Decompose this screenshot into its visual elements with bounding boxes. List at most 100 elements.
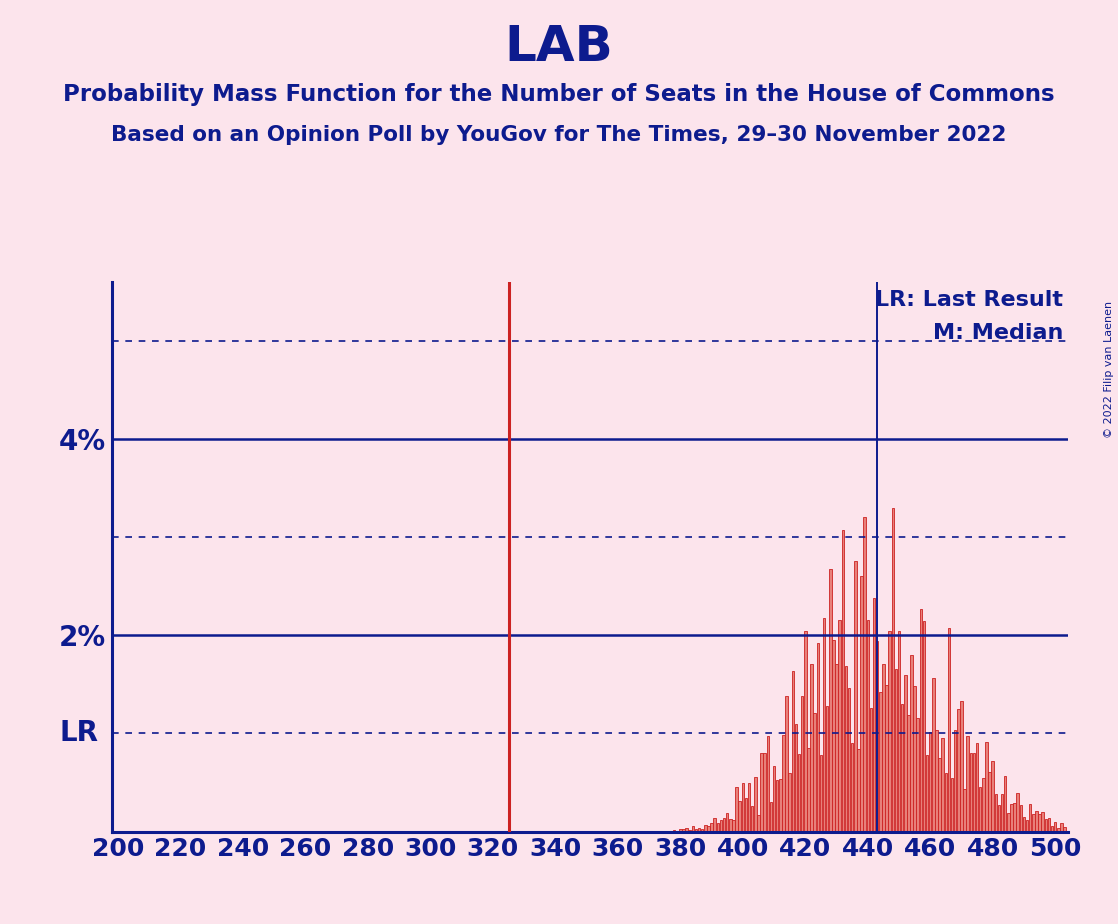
Bar (832, 640, 835, 832)
Bar (847, 688, 851, 832)
Bar (754, 776, 757, 832)
Bar (816, 643, 819, 832)
Bar (792, 671, 794, 832)
Bar (1048, 818, 1050, 832)
Bar (1058, 828, 1060, 832)
Bar (682, 830, 684, 832)
Bar (936, 730, 938, 832)
Bar (951, 778, 954, 832)
Bar (720, 821, 722, 832)
Bar (1063, 827, 1065, 832)
Bar (889, 630, 891, 832)
Bar (894, 669, 897, 832)
Bar (673, 831, 675, 832)
Text: LR: Last Result: LR: Last Result (875, 290, 1063, 310)
Bar (785, 696, 788, 832)
Bar (830, 569, 832, 832)
Bar (701, 829, 703, 832)
Bar (901, 704, 903, 832)
Bar (1026, 821, 1029, 832)
Bar (870, 709, 872, 832)
Bar (723, 819, 726, 832)
Bar (1039, 814, 1041, 832)
Bar (826, 706, 828, 832)
Bar (741, 784, 745, 832)
Bar (751, 806, 754, 832)
Bar (1029, 805, 1032, 832)
Text: Based on an Opinion Poll by YouGov for The Times, 29–30 November 2022: Based on an Opinion Poll by YouGov for T… (112, 125, 1006, 145)
Bar (795, 724, 797, 832)
Bar (698, 829, 700, 832)
Bar (713, 818, 716, 832)
Bar (854, 561, 856, 832)
Bar (858, 748, 860, 832)
Bar (1044, 819, 1048, 832)
Bar (1016, 793, 1018, 832)
Bar (926, 756, 928, 832)
Bar (1032, 814, 1034, 832)
Text: Probability Mass Function for the Number of Seats in the House of Commons: Probability Mass Function for the Number… (64, 83, 1054, 106)
Bar (982, 778, 985, 832)
Bar (1035, 811, 1038, 832)
Bar (773, 766, 775, 832)
Bar (1042, 812, 1044, 832)
Bar (685, 828, 688, 832)
Bar (1011, 805, 1013, 832)
Bar (945, 772, 947, 832)
Bar (717, 823, 719, 832)
Bar (992, 760, 994, 832)
Bar (932, 678, 935, 832)
Bar (798, 754, 800, 832)
Bar (979, 786, 982, 832)
Bar (729, 820, 731, 832)
Bar (835, 664, 837, 832)
Bar (973, 753, 975, 832)
Bar (760, 753, 762, 832)
Bar (1020, 805, 1022, 832)
Bar (917, 719, 919, 832)
Bar (995, 794, 997, 832)
Bar (954, 730, 957, 832)
Bar (891, 507, 894, 832)
Bar (814, 713, 816, 832)
Bar (708, 826, 710, 832)
Bar (1007, 812, 1010, 832)
Bar (739, 801, 741, 832)
Bar (969, 752, 973, 832)
Bar (860, 577, 863, 832)
Bar (988, 772, 991, 832)
Bar (807, 748, 809, 832)
Bar (788, 772, 790, 832)
Bar (679, 829, 682, 832)
Bar (873, 598, 875, 832)
Bar (851, 743, 853, 832)
Bar (776, 780, 778, 832)
Bar (767, 736, 769, 832)
Bar (764, 753, 766, 832)
Bar (957, 710, 959, 832)
Bar (898, 631, 900, 832)
Bar (845, 666, 847, 832)
Bar (736, 787, 738, 832)
Bar (910, 655, 912, 832)
Bar (692, 825, 694, 832)
Bar (875, 641, 879, 832)
Bar (885, 685, 888, 832)
Bar (964, 789, 966, 832)
Bar (726, 812, 729, 832)
Bar (929, 733, 931, 832)
Bar (783, 735, 785, 832)
Bar (1013, 803, 1016, 832)
Bar (710, 822, 713, 832)
Bar (732, 820, 735, 832)
Bar (997, 805, 1001, 832)
Bar (769, 802, 773, 832)
Bar (879, 692, 881, 832)
Bar (1004, 776, 1006, 832)
Bar (842, 529, 844, 832)
Bar (922, 621, 926, 832)
Text: © 2022 Filip van Laenen: © 2022 Filip van Laenen (1105, 301, 1114, 438)
Bar (904, 675, 907, 832)
Bar (804, 631, 806, 832)
Bar (948, 627, 950, 832)
